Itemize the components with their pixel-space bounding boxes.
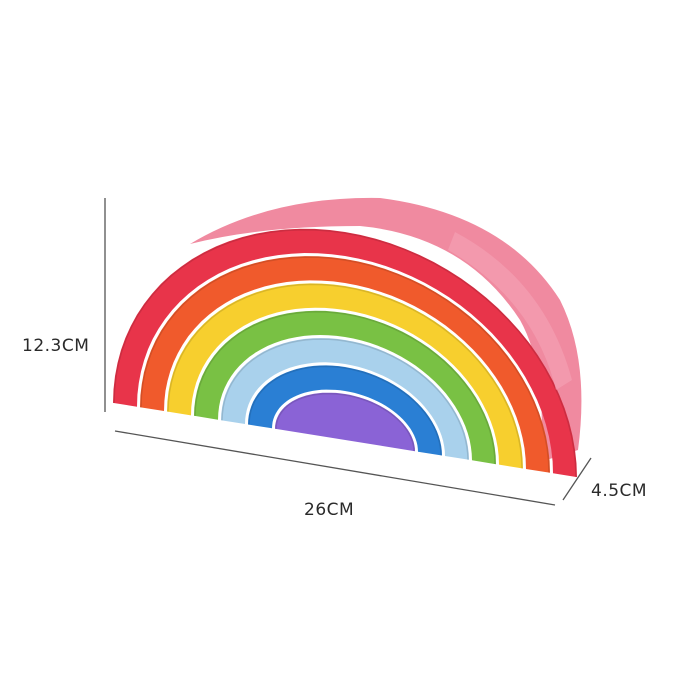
arch-7-edge [275, 392, 415, 452]
arch-5-edge [221, 338, 469, 460]
arch-3-edge [167, 283, 523, 469]
arch-1-edge [113, 229, 577, 478]
arch-4-edge [194, 310, 496, 465]
arch-5 [221, 338, 469, 460]
arch-outer-highlight [448, 232, 572, 390]
width-dimension-line [114, 430, 556, 506]
arch-1 [113, 228, 577, 478]
arch-6-edge [248, 365, 442, 456]
height-label: 12.3CM [22, 336, 90, 356]
arch-2-edge [140, 256, 550, 473]
arch-3 [167, 283, 523, 469]
width-label: 26CM [304, 500, 355, 520]
arch-7 [275, 392, 415, 452]
rainbow-arches [113, 228, 577, 478]
depth-label: 4.5CM [591, 481, 648, 501]
arch-6 [248, 365, 442, 456]
arch-2 [140, 256, 550, 473]
arch-4 [194, 310, 496, 465]
depth-dimension-line [562, 457, 592, 501]
